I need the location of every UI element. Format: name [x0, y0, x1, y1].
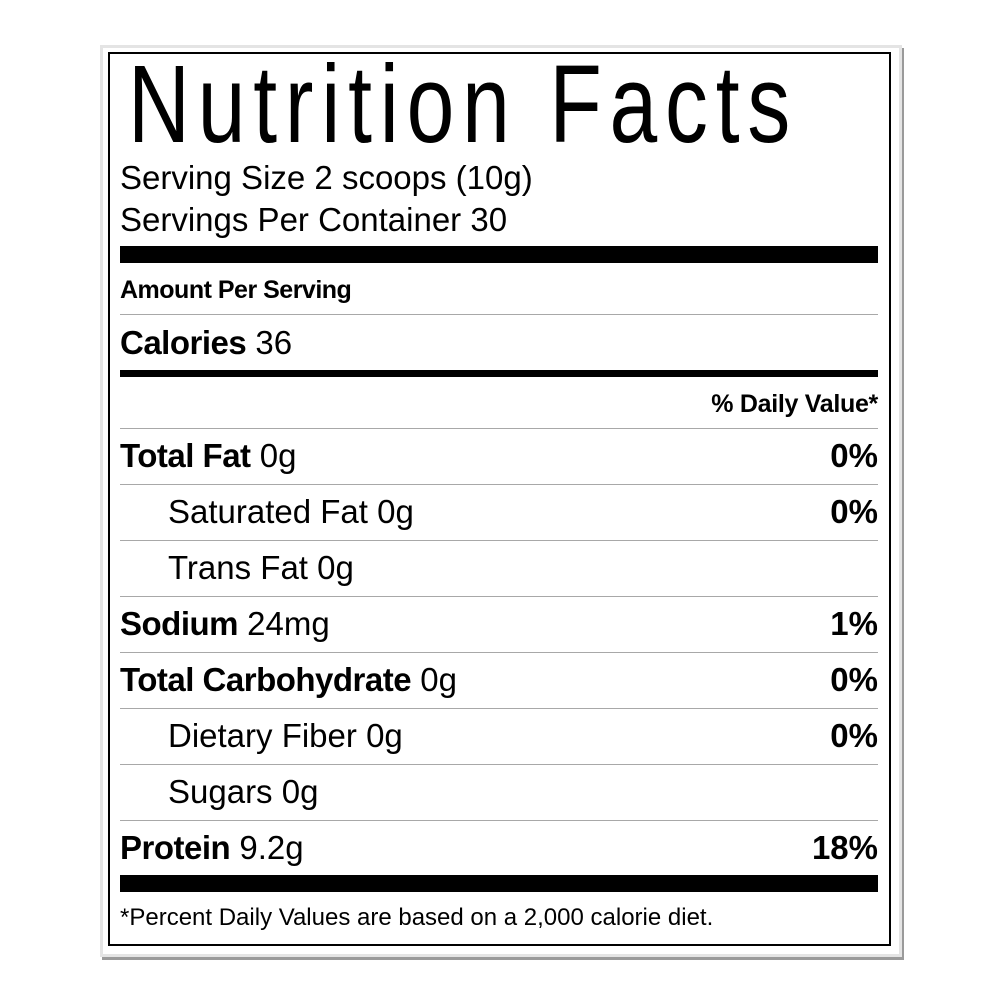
nutrient-row: Saturated Fat 0g 0% [120, 484, 878, 540]
nutrient-name: Sodium [120, 605, 239, 642]
divider [120, 820, 878, 821]
nutrient-amount: 24mg [247, 605, 330, 642]
nutrient-row: Protein 9.2g 18% [120, 820, 878, 876]
nutrient-row: Sodium 24mg 1% [120, 596, 878, 652]
nutrient-name-amount: Total Carbohydrate 0g [120, 660, 457, 700]
nutrient-amount: 0g [281, 773, 319, 810]
nutrient-name: Saturated Fat [168, 493, 368, 530]
nutrient-row: Sugars 0g [120, 764, 878, 820]
divider [120, 428, 878, 429]
nutrient-name-amount: Trans Fat 0g [168, 548, 354, 588]
nutrient-row: Total Fat 0g 0% [120, 428, 878, 484]
nutrient-daily-value: 0% [830, 717, 878, 754]
nutrient-amount: 0g [317, 549, 354, 586]
amount-per-serving: Amount Per Serving [120, 276, 352, 304]
label-frame [100, 45, 902, 957]
nutrient-name-amount: Total Fat 0g [120, 436, 296, 476]
nutrient-amount: 9.2g [239, 829, 304, 866]
nutrient-daily-value: 1% [830, 605, 878, 642]
nutrient-row: Trans Fat 0g [120, 540, 878, 596]
medium-divider [120, 370, 878, 377]
nutrient-daily-value: 0% [830, 661, 878, 698]
nutrient-daily-value: 18% [811, 829, 878, 866]
nutrient-name-amount: Dietary Fiber 0g [168, 716, 403, 756]
nutrient-daily-value: 0% [830, 493, 878, 530]
divider [120, 596, 878, 597]
divider [120, 484, 878, 485]
nutrient-name-amount: Protein 9.2g [120, 828, 304, 868]
divider [120, 708, 878, 709]
footnote: *Percent Daily Values are based on a 2,0… [120, 904, 714, 931]
nutrition-label [108, 52, 891, 946]
divider [120, 314, 878, 315]
divider [120, 652, 878, 653]
divider [120, 764, 878, 765]
nutrient-name: Total Fat [120, 437, 251, 474]
nutrient-name-amount: Sodium 24mg [120, 604, 330, 644]
label-title: Nutrition Facts [128, 43, 799, 166]
thick-divider [120, 875, 878, 892]
nutrient-amount: 0g [377, 493, 414, 530]
calories-label: Calories [120, 324, 247, 361]
nutrient-name: Trans Fat [168, 549, 308, 586]
thick-divider [120, 246, 878, 263]
nutrient-amount: 0g [366, 717, 403, 754]
nutrient-daily-value: 0% [830, 437, 878, 474]
calories-row: Calories 36 [120, 323, 292, 363]
servings-per-container: Servings Per Container 30 [120, 201, 508, 238]
serving-size: Serving Size 2 scoops (10g) [120, 159, 533, 196]
nutrient-amount: 0g [420, 661, 457, 698]
divider [120, 540, 878, 541]
nutrient-name-amount: Sugars 0g [168, 772, 318, 812]
calories-value: 36 [255, 324, 293, 361]
nutrient-row: Dietary Fiber 0g 0% [120, 708, 878, 764]
nutrient-name: Protein [120, 829, 231, 866]
daily-value-header: % Daily Value* [711, 390, 878, 418]
nutrient-amount: 0g [259, 437, 297, 474]
nutrient-name: Dietary Fiber [168, 717, 357, 754]
nutrient-name: Total Carbohydrate [120, 661, 412, 698]
nutrient-row: Total Carbohydrate 0g 0% [120, 652, 878, 708]
nutrient-name: Sugars [168, 773, 273, 810]
nutrient-name-amount: Saturated Fat 0g [168, 492, 414, 532]
